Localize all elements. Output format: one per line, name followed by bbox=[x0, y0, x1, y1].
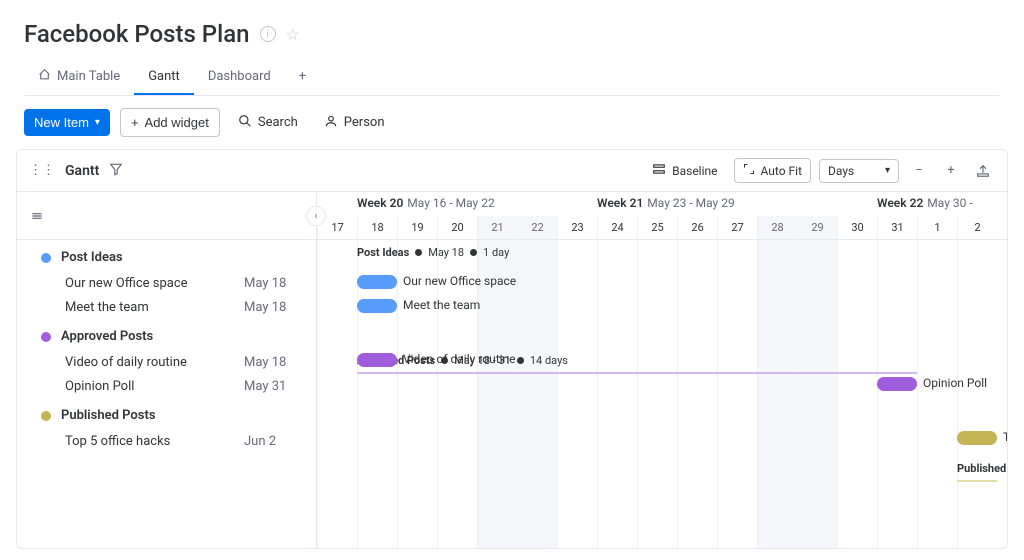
task-bar[interactable] bbox=[877, 377, 917, 391]
task-bar[interactable] bbox=[357, 353, 397, 367]
zoom-out-button[interactable]: − bbox=[907, 159, 931, 183]
tab-main-table[interactable]: Main Table bbox=[24, 60, 134, 95]
group-header-post-ideas[interactable]: Post Ideas bbox=[17, 240, 316, 271]
day-header: 2 bbox=[957, 216, 997, 240]
task-date: May 18 bbox=[244, 276, 304, 291]
day-header: 20 bbox=[437, 216, 477, 240]
week-header: Week 21May 23 - May 29 bbox=[597, 196, 735, 210]
day-header: 19 bbox=[397, 216, 437, 240]
add-widget-label: Add widget bbox=[145, 115, 209, 130]
day-header: 24 bbox=[597, 216, 637, 240]
group-summary: Post IdeasMay 181 day bbox=[357, 246, 509, 259]
group-name: Approved Posts bbox=[61, 329, 153, 344]
day-header: 30 bbox=[837, 216, 877, 240]
group-name: Post Ideas bbox=[61, 250, 123, 265]
gantt-widget-title: Gantt bbox=[65, 163, 99, 179]
task-date: May 18 bbox=[244, 300, 304, 315]
task-row[interactable]: Our new Office space May 18 bbox=[17, 271, 316, 295]
new-item-label: New Item bbox=[34, 115, 89, 130]
day-header: 28 bbox=[757, 216, 797, 240]
group-name: Published Posts bbox=[61, 408, 156, 423]
collapse-sidebar-button[interactable]: ‹ bbox=[306, 206, 326, 226]
day-header: 1 bbox=[917, 216, 957, 240]
task-name: Opinion Poll bbox=[65, 379, 134, 394]
search-label: Search bbox=[258, 115, 298, 130]
filter-icon[interactable] bbox=[109, 162, 123, 180]
chevron-down-icon: ▾ bbox=[95, 117, 100, 128]
day-header: 25 bbox=[637, 216, 677, 240]
task-row[interactable]: Top 5 office hacks Jun 2 bbox=[17, 429, 316, 453]
group-header-published-posts[interactable]: Published Posts bbox=[17, 398, 316, 429]
day-header: 29 bbox=[797, 216, 837, 240]
task-row[interactable]: Video of daily routine May 18 bbox=[17, 350, 316, 374]
scale-dropdown[interactable]: Days ▾ bbox=[819, 159, 899, 183]
autofit-button[interactable]: Auto Fit bbox=[734, 158, 811, 183]
day-header: 23 bbox=[557, 216, 597, 240]
group-color-dot bbox=[41, 253, 51, 263]
task-name: Top 5 office hacks bbox=[65, 434, 170, 449]
export-icon[interactable] bbox=[971, 159, 995, 183]
task-row[interactable]: Meet the team May 18 bbox=[17, 295, 316, 319]
chevron-down-icon: ▾ bbox=[885, 165, 890, 176]
home-icon bbox=[38, 68, 51, 85]
plus-icon: + bbox=[131, 115, 139, 130]
task-date: May 31 bbox=[244, 379, 304, 394]
task-bar-label: Opinion Poll bbox=[923, 376, 987, 390]
day-header: 26 bbox=[677, 216, 717, 240]
add-tab-button[interactable]: + bbox=[285, 60, 320, 95]
tab-dashboard[interactable]: Dashboard bbox=[194, 60, 285, 95]
week-header: Week 20May 16 - May 22 bbox=[357, 196, 495, 210]
day-header: 21 bbox=[477, 216, 517, 240]
task-bar[interactable] bbox=[357, 299, 397, 313]
page-title: Facebook Posts Plan bbox=[24, 20, 250, 48]
task-name: Meet the team bbox=[65, 300, 149, 315]
autofit-icon bbox=[743, 163, 755, 178]
person-icon bbox=[324, 114, 338, 132]
task-name: Our new Office space bbox=[65, 276, 188, 291]
group-color-dot bbox=[41, 411, 51, 421]
task-bar-label: T bbox=[1003, 430, 1007, 444]
day-header: 31 bbox=[877, 216, 917, 240]
task-bar[interactable] bbox=[957, 431, 997, 445]
task-bar-label: Meet the team bbox=[403, 298, 480, 312]
task-name: Video of daily routine bbox=[65, 355, 187, 370]
week-header: Week 22May 30 - bbox=[877, 196, 973, 210]
group-span-line bbox=[957, 480, 997, 482]
person-label: Person bbox=[344, 115, 385, 130]
collapse-all-icon[interactable] bbox=[27, 206, 47, 226]
day-header: 22 bbox=[517, 216, 557, 240]
task-row[interactable]: Opinion Poll May 31 bbox=[17, 374, 316, 398]
new-item-button[interactable]: New Item ▾ bbox=[24, 109, 110, 136]
task-bar[interactable] bbox=[357, 275, 397, 289]
drag-handle-icon[interactable]: ⋮⋮ bbox=[29, 163, 55, 178]
person-filter-button[interactable]: Person bbox=[316, 110, 393, 136]
task-bar-label: Our new Office space bbox=[403, 274, 516, 288]
task-date: May 18 bbox=[244, 355, 304, 370]
task-date: Jun 2 bbox=[244, 434, 304, 449]
autofit-label: Auto Fit bbox=[761, 164, 802, 178]
baseline-label: Baseline bbox=[672, 164, 717, 178]
scale-label: Days bbox=[828, 164, 854, 178]
group-color-dot bbox=[41, 332, 51, 342]
tab-label: Main Table bbox=[57, 69, 120, 84]
favorite-star-icon[interactable]: ☆ bbox=[286, 25, 300, 44]
search-icon bbox=[238, 114, 252, 132]
add-widget-button[interactable]: + Add widget bbox=[120, 108, 220, 137]
zoom-in-button[interactable]: + bbox=[939, 159, 963, 183]
info-icon[interactable]: i bbox=[260, 26, 276, 42]
tab-label: Dashboard bbox=[208, 69, 271, 84]
tab-gantt[interactable]: Gantt bbox=[134, 60, 194, 95]
day-header: 27 bbox=[717, 216, 757, 240]
task-bar-label: Video of daily routine bbox=[403, 352, 516, 366]
group-summary: Published bbox=[957, 462, 1006, 475]
tab-label: Gantt bbox=[148, 69, 180, 84]
baseline-button[interactable]: Baseline bbox=[644, 158, 725, 183]
search-button[interactable]: Search bbox=[230, 110, 306, 136]
baseline-icon bbox=[652, 162, 666, 179]
group-header-approved-posts[interactable]: Approved Posts bbox=[17, 319, 316, 350]
day-header: 18 bbox=[357, 216, 397, 240]
